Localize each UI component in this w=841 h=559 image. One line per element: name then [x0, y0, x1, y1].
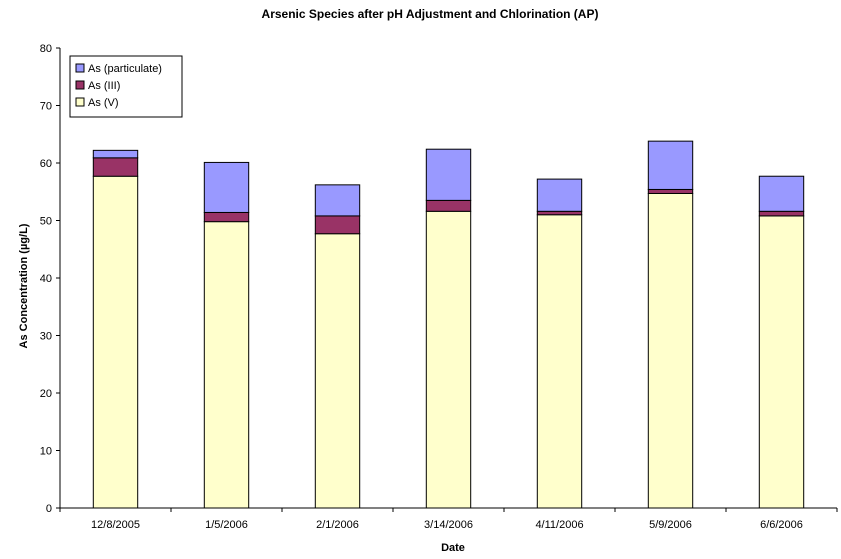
- legend-label: As (III): [88, 80, 120, 92]
- x-tick-label: 2/1/2006: [316, 519, 359, 531]
- y-tick-label: 10: [40, 446, 52, 458]
- bar-as-particulate: [536, 178, 583, 212]
- bar-as-v: [314, 233, 361, 509]
- bar-as-iii: [536, 210, 583, 216]
- legend: As (particulate) As (III) As (V): [69, 55, 183, 118]
- chart-title: Arsenic Species after pH Adjustment and …: [262, 7, 599, 21]
- legend-label: As (particulate): [88, 63, 162, 75]
- plot-area: 0 10 20 30 40 50 60 70 80 12/8/2005 1/5/2006 2/1/20…: [40, 43, 838, 531]
- legend-swatch: [75, 80, 85, 90]
- bar-as-iii: [647, 188, 694, 194]
- bar-as-v: [536, 214, 583, 509]
- legend-label: As (V): [88, 97, 119, 109]
- bar-as-particulate: [92, 149, 139, 159]
- x-tick-label: 6/6/2006: [760, 519, 803, 531]
- bar-as-particulate: [647, 140, 694, 190]
- bar-as-iii: [425, 199, 472, 212]
- y-tick-label: 40: [40, 273, 52, 285]
- x-tick-label: 4/11/2006: [535, 519, 583, 531]
- x-axis-label: Date: [441, 542, 465, 554]
- bar-as-v: [92, 175, 139, 509]
- x-tick-label: 1/5/2006: [205, 519, 248, 531]
- y-tick-label: 80: [40, 43, 52, 55]
- bar-as-particulate: [203, 161, 250, 213]
- x-tick-label: 5/9/2006: [649, 519, 692, 531]
- y-tick-label: 50: [40, 216, 52, 228]
- legend-box: [69, 55, 183, 118]
- bar-as-particulate: [425, 148, 472, 201]
- bar-as-v: [203, 221, 250, 509]
- x-tick-label: 3/14/2006: [424, 519, 473, 531]
- legend-swatch: [75, 97, 85, 107]
- bar-as-v: [647, 192, 694, 509]
- y-tick-label: 70: [40, 101, 52, 113]
- y-axis-label: As Concentration (µg/L): [18, 223, 30, 348]
- bar-as-iii: [92, 157, 139, 177]
- bar-as-v: [758, 215, 805, 509]
- bar-as-iii: [314, 215, 361, 235]
- legend-swatch: [75, 63, 85, 73]
- bar-as-v: [425, 210, 472, 509]
- y-tick-label: 20: [40, 388, 52, 400]
- bar-as-particulate: [314, 184, 361, 217]
- y-tick-label: 0: [46, 503, 52, 515]
- bar-as-iii: [203, 211, 250, 223]
- bar-as-iii: [758, 210, 805, 217]
- y-tick-label: 60: [40, 158, 52, 170]
- x-tick-label: 12/8/2005: [91, 519, 140, 531]
- y-tick-label: 30: [40, 331, 52, 343]
- bar-as-particulate: [758, 175, 805, 212]
